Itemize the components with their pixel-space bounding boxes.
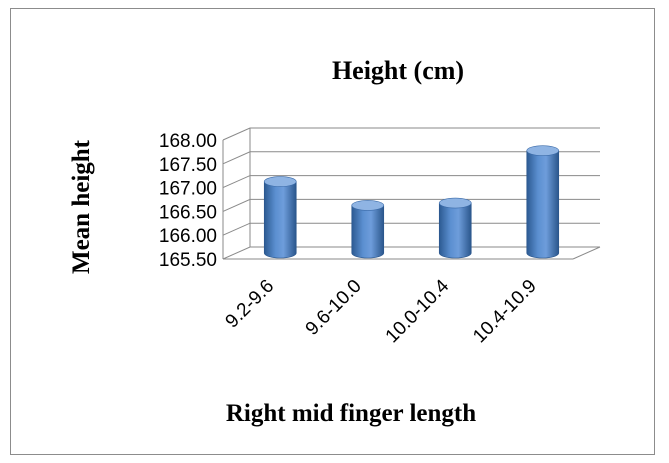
- bar-body: [438, 202, 472, 259]
- bar-top: [351, 200, 385, 211]
- x-tick-label: 10.4-10.9: [469, 276, 541, 348]
- y-tick-label: 167.50: [159, 155, 217, 176]
- gridline: [222, 127, 600, 141]
- x-tick-label: 9.2-9.6: [222, 276, 279, 333]
- y-tick-label: 166.00: [159, 226, 217, 247]
- x-axis-title: Right mid finger length: [226, 400, 476, 427]
- gridline: [222, 151, 600, 165]
- gridline: [222, 198, 600, 212]
- bar-body: [351, 205, 385, 259]
- y-tick-label: 167.00: [159, 179, 217, 200]
- gridline: [222, 246, 600, 260]
- floor-right-edge: [572, 246, 601, 260]
- gridline: [222, 222, 600, 236]
- bar-top: [526, 145, 560, 156]
- bar-body: [526, 150, 560, 259]
- gridline: [222, 175, 600, 189]
- chart-title: Height (cm): [332, 56, 464, 85]
- bar: [263, 176, 297, 259]
- y-tick-label: 168.00: [159, 131, 217, 152]
- x-tick-labels: 9.2-9.6 9.6-10.0 10.0-10.4 10.4-10.9: [222, 275, 541, 347]
- bar: [438, 197, 472, 259]
- bar-top: [263, 176, 297, 187]
- y-tick-label: 166.50: [159, 202, 217, 223]
- x-tick-label: 9.6-10.0: [302, 276, 366, 340]
- chart-area: 168.00 167.50 167.00 166.50 166.00 165.50 9.2…: [10, 8, 655, 455]
- bar-top: [438, 197, 472, 209]
- gridlines: [222, 127, 601, 260]
- y-tick-label: 165.50: [159, 250, 217, 271]
- x-tick-label: 10.0-10.4: [382, 275, 454, 347]
- bar: [526, 145, 560, 259]
- y-axis-title: Mean height: [68, 139, 95, 274]
- bar: [351, 200, 385, 259]
- bar-body: [263, 181, 297, 259]
- bars: [263, 145, 560, 259]
